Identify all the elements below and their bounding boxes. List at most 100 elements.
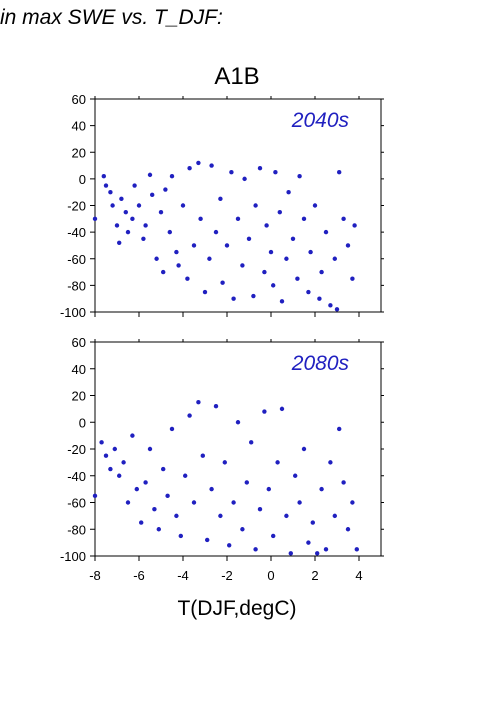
data-point: [352, 223, 357, 228]
data-point: [180, 203, 186, 208]
data-point: [341, 216, 346, 222]
data-point: [112, 446, 118, 452]
y-tick-label: -60: [67, 252, 86, 267]
data-point: [317, 296, 322, 301]
x-tick-label: -2: [221, 568, 233, 583]
data-point: [345, 527, 351, 532]
data-point: [240, 263, 245, 268]
data-point: [143, 480, 148, 485]
y-tick-label: 20: [72, 389, 86, 404]
y-tick-label: -20: [67, 442, 86, 457]
data-point: [301, 216, 307, 222]
data-point: [308, 249, 313, 255]
data-point: [337, 426, 342, 432]
y-tick-label: -100: [60, 305, 86, 320]
period-annotation: 2040s: [291, 109, 350, 132]
data-point: [119, 196, 124, 202]
data-point: [200, 453, 205, 458]
y-tick-label: -20: [67, 199, 86, 214]
data-point: [251, 293, 256, 299]
data-point: [315, 551, 320, 556]
data-point: [284, 256, 289, 261]
data-point: [222, 460, 227, 465]
data-point: [154, 256, 159, 261]
data-point: [158, 209, 164, 215]
data-point: [354, 547, 359, 552]
data-point: [224, 243, 230, 248]
data-point: [332, 256, 337, 261]
data-point: [209, 486, 214, 492]
data-point: [108, 466, 113, 472]
data-point: [323, 547, 329, 552]
data-point: [323, 229, 329, 235]
panels: -100-80-60-40-2002040602040s-100-80-60-4…: [60, 92, 384, 583]
data-point: [103, 183, 109, 188]
data-point: [130, 433, 135, 438]
data-point: [152, 506, 157, 512]
data-point: [279, 299, 285, 304]
data-point: [262, 269, 267, 275]
data-point: [202, 289, 208, 295]
data-point: [130, 216, 135, 222]
data-point: [108, 189, 113, 195]
data-point: [176, 263, 181, 268]
data-point: [279, 406, 285, 412]
data-point: [117, 473, 122, 478]
data-point: [231, 296, 236, 301]
data-point: [253, 203, 258, 208]
data-point: [341, 480, 346, 485]
data-point: [227, 543, 232, 548]
data-point: [213, 404, 219, 409]
data-point: [271, 533, 276, 539]
data-point: [209, 163, 214, 168]
data-point: [231, 500, 236, 505]
data-point: [114, 223, 120, 228]
data-point: [350, 500, 355, 505]
data-point: [125, 229, 131, 235]
data-point: [306, 540, 311, 545]
data-point: [191, 243, 197, 248]
data-point: [213, 229, 219, 235]
data-point: [132, 183, 137, 188]
data-point: [101, 174, 107, 179]
data-point: [268, 249, 274, 255]
data-point: [229, 170, 234, 175]
data-point: [312, 203, 318, 208]
data-point: [161, 466, 166, 472]
data-point: [271, 283, 276, 288]
x-tick-label: -6: [133, 568, 145, 583]
data-point: [275, 460, 280, 465]
data-point: [198, 216, 203, 222]
data-point: [293, 473, 298, 478]
data-point: [99, 440, 104, 445]
data-point: [246, 236, 252, 241]
data-point: [262, 409, 267, 414]
y-tick-label: -40: [67, 225, 86, 240]
x-axis-label: T(DJF,degC): [177, 597, 296, 620]
data-point: [328, 460, 333, 465]
data-point: [169, 426, 175, 432]
figure-header: in max SWE vs. T_DJF:: [0, 6, 223, 29]
data-point: [174, 513, 179, 519]
y-tick-label: -40: [67, 469, 86, 484]
data-point: [235, 216, 241, 222]
data-point: [125, 500, 131, 505]
data-point: [196, 399, 201, 405]
data-point: [310, 520, 315, 525]
data-point: [163, 187, 168, 192]
y-tick-label: 60: [72, 92, 86, 107]
data-point: [187, 413, 192, 418]
data-point: [143, 223, 148, 228]
y-tick-label: -80: [67, 522, 86, 537]
data-point: [235, 420, 241, 425]
data-point: [253, 547, 258, 552]
data-point: [277, 209, 282, 215]
data-point: [185, 276, 190, 281]
data-point: [167, 229, 172, 235]
data-point: [205, 537, 210, 543]
data-point: [334, 307, 340, 312]
data-point: [286, 189, 291, 195]
data-point: [288, 551, 293, 556]
data-point: [92, 216, 98, 222]
